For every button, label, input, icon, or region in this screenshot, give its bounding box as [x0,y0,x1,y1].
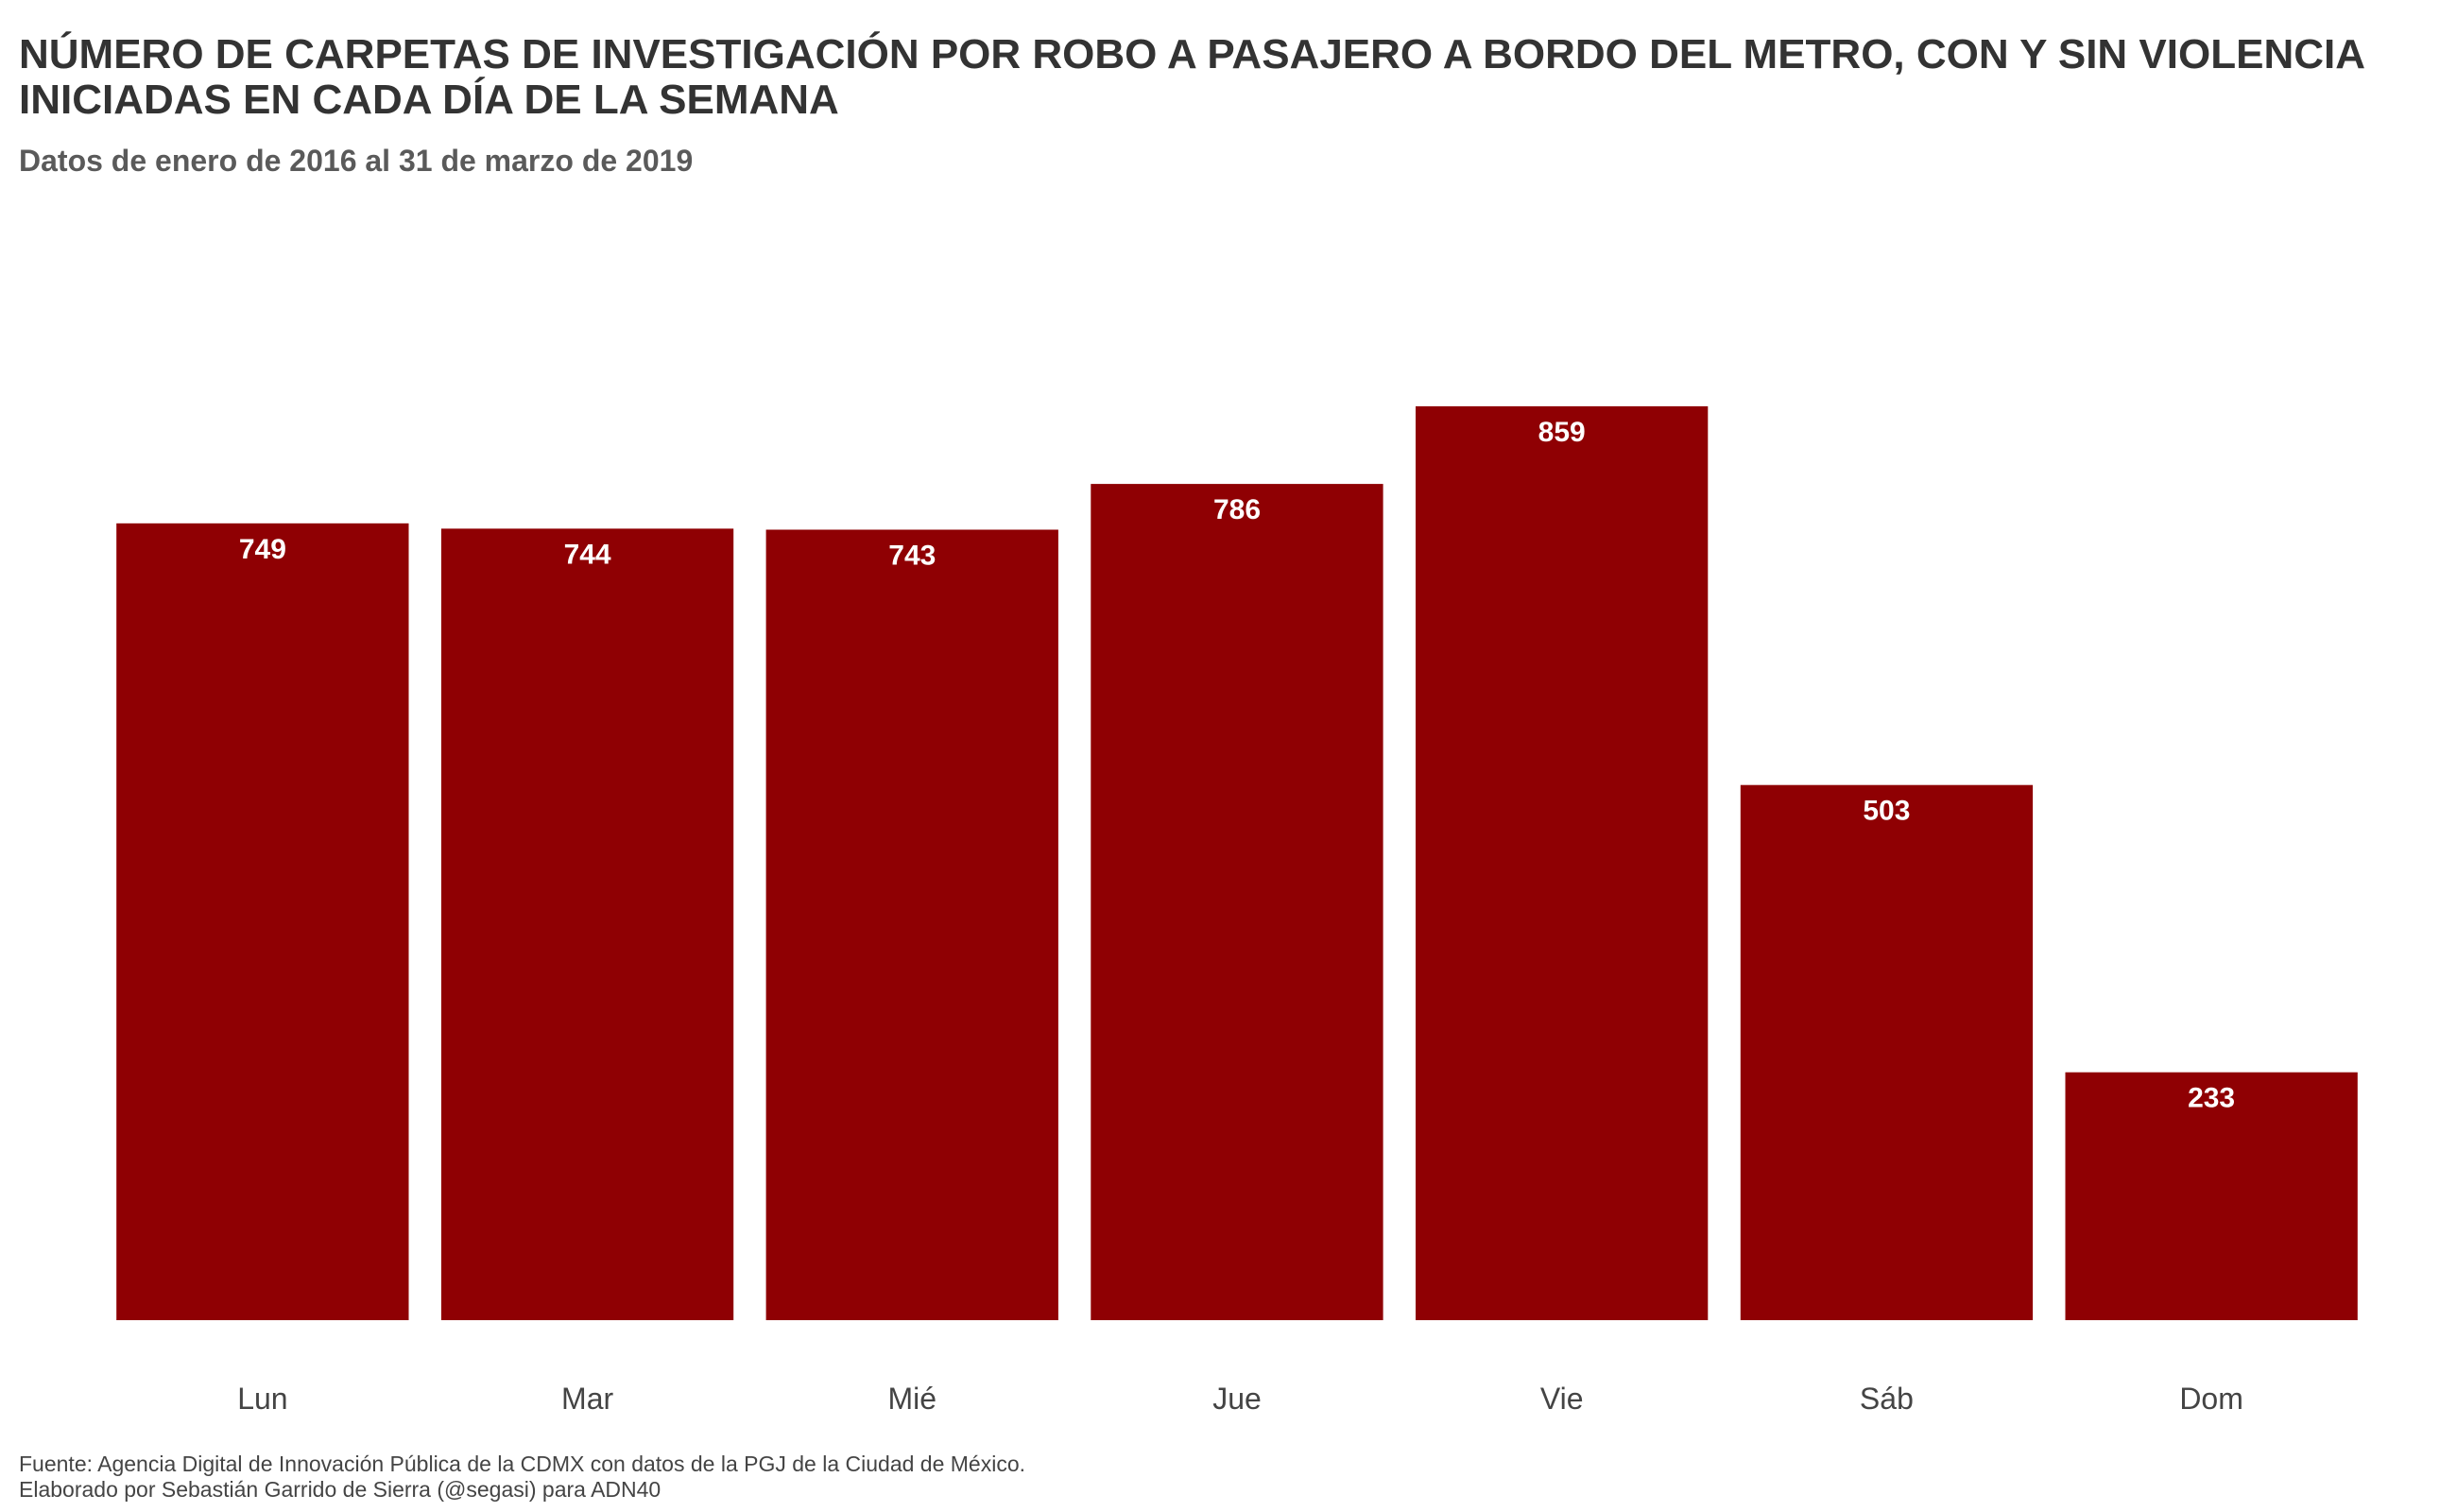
bar-value-label-mar: 744 [564,539,611,570]
chart-title-line-2: INICIADAS EN CADA DÍA DE LA SEMANA [19,77,839,123]
chart-title: NÚMERO DE CARPETAS DE INVESTIGACIÓN POR … [19,32,2438,123]
x-axis-tick-labels: Lun Mar Mié Jue Vie Sáb Dom [237,1382,2243,1416]
x-tick-label-mie: Mié [888,1382,937,1416]
bar-jue [1091,484,1383,1320]
bar-vie [1416,405,1709,1320]
caption-source: Fuente: Agencia Digital de Innovación Pú… [19,1452,1026,1476]
bar-sab [1740,784,2034,1320]
bar-mie [765,529,1058,1320]
bar-value-label-jue: 786 [1213,494,1261,525]
bar-value-label-vie: 859 [1538,417,1586,448]
x-tick-label-mar: Mar [561,1382,613,1416]
bar-dom [2065,1072,2358,1320]
bar-value-label-sab: 503 [1863,796,1910,827]
bar-mar [440,528,734,1320]
chart-title-line-1: NÚMERO DE CARPETAS DE INVESTIGACIÓN POR … [19,31,2365,77]
x-tick-label-lun: Lun [237,1382,287,1416]
bar-value-label-mie: 743 [888,541,936,572]
bar-value-label-lun: 749 [239,534,286,565]
x-tick-label-jue: Jue [1212,1382,1262,1416]
bar-chart: 749 744 743 786 859 503 233 Lun Mar Mié Jue Vie Sáb… [116,405,2358,1416]
chart-subtitle: Datos de enero de 2016 al 31 de marzo de… [19,144,694,178]
chart-caption: Fuente: Agencia Digital de Innovación Pú… [19,1452,1025,1503]
x-tick-label-sab: Sáb [1860,1382,1914,1416]
x-tick-label-vie: Vie [1540,1382,1584,1416]
value-labels-group: 749 744 743 786 859 503 233 [239,417,2235,1114]
bar-lun [116,523,409,1320]
bar-value-label-dom: 233 [2188,1083,2235,1114]
caption-credit: Elaborado por Sebastián Garrido de Sierr… [19,1477,662,1502]
bars-group [116,405,2358,1320]
x-tick-label-dom: Dom [2179,1382,2243,1416]
